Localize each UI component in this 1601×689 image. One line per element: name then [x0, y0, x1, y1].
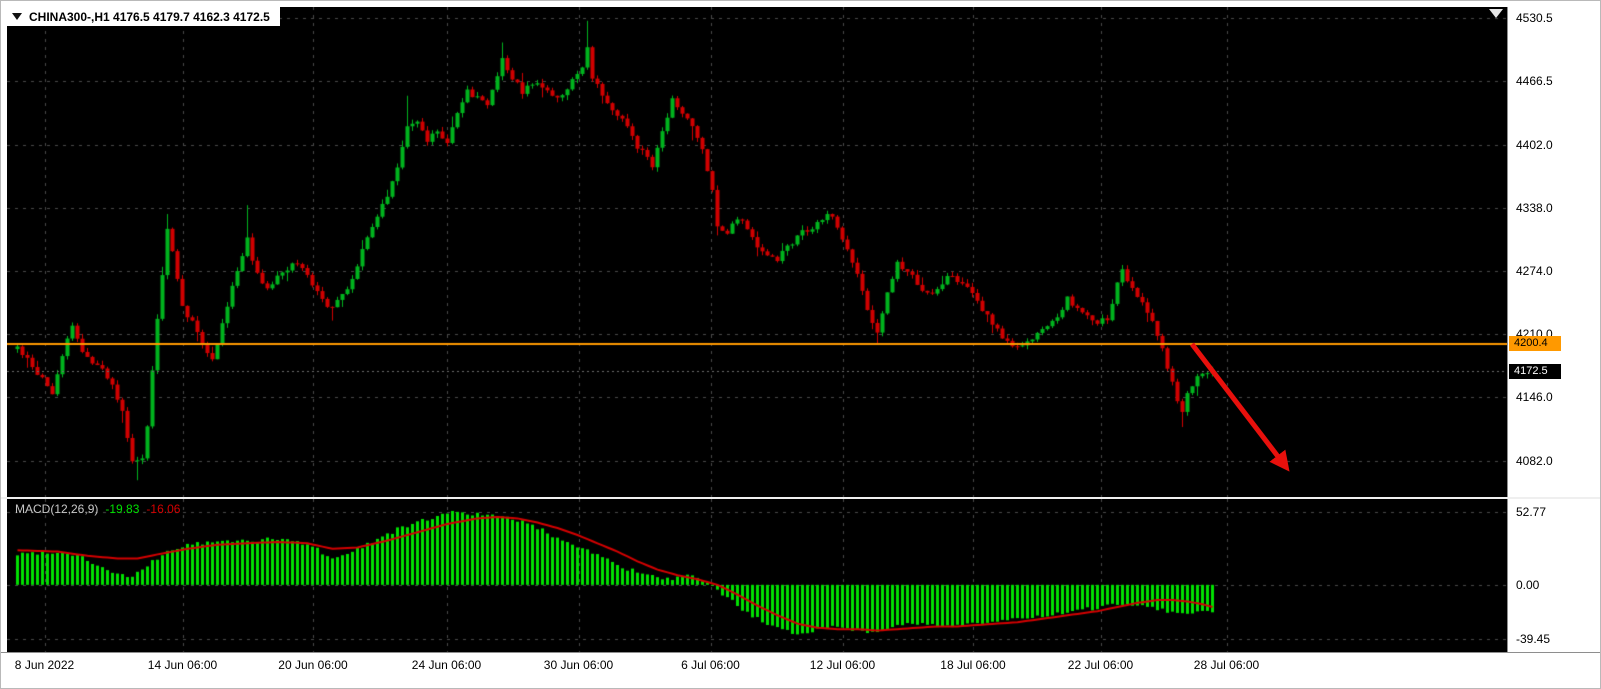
- price-axis-tick: 4530.5: [1516, 11, 1553, 26]
- hline-price-badge: 4200.4: [1509, 335, 1561, 351]
- macd-indicator-pane[interactable]: [7, 499, 1507, 652]
- time-axis-tick: 6 Jul 06:00: [681, 658, 740, 672]
- time-axis-tick: 28 Jul 06:00: [1193, 658, 1260, 672]
- one-click-trading-expand-icon[interactable]: [12, 13, 22, 20]
- price-axis-tick: 4082.0: [1516, 453, 1553, 468]
- macd-signal-value: -16.06: [146, 502, 181, 516]
- time-axis[interactable]: 8 Jun 2022 14 Jun 06:00 20 Jun 06:00 24 Jun…: [1, 652, 1600, 683]
- time-axis-tick: 24 Jun 06:00: [411, 658, 482, 672]
- price-axis-tick: 4146.0: [1516, 390, 1553, 405]
- macd-name-label: MACD(12,26,9): [15, 502, 99, 516]
- current-price-badge: 4172.5: [1509, 364, 1561, 380]
- price-axis-tick: 4402.0: [1516, 138, 1553, 153]
- time-axis-tick: 12 Jul 06:00: [809, 658, 876, 672]
- macd-main-value: -19.83: [105, 502, 140, 516]
- scroll-to-end-icon[interactable]: [1489, 9, 1503, 18]
- price-axis-tick: 4274.0: [1516, 264, 1553, 279]
- symbol-info-box: CHINA300-,H1 4176.5 4179.7 4162.3 4172.5: [7, 7, 280, 26]
- time-axis-tick: 8 Jun 2022: [14, 658, 75, 672]
- time-axis-tick: 20 Jun 06:00: [278, 658, 348, 672]
- pane-separator[interactable]: [1, 497, 1600, 499]
- time-axis-tick: 22 Jul 06:00: [1067, 658, 1134, 672]
- time-axis-tick: 14 Jun 06:00: [147, 658, 218, 672]
- macd-canvas[interactable]: [7, 499, 1507, 652]
- price-chart-canvas[interactable]: [7, 7, 1507, 497]
- macd-axis-tick: 52.77: [1516, 504, 1547, 519]
- macd-axis-tick: 0.00: [1516, 577, 1540, 592]
- macd-indicator-label: MACD(12,26,9) -19.83 -16.06: [15, 502, 180, 516]
- price-axis-tick: 4338.0: [1516, 201, 1553, 216]
- price-axis-tick: 4466.5: [1516, 74, 1553, 89]
- time-axis-tick: 30 Jun 06:00: [543, 658, 614, 672]
- time-axis-tick: 18 Jul 06:00: [940, 658, 1006, 672]
- price-axis[interactable]: 4200.4 4172.5 4530.5 4466.5 4402.0 4338.0 42…: [1507, 7, 1600, 652]
- main-chart-pane[interactable]: [7, 7, 1507, 497]
- symbol-ohlc-text: CHINA300-,H1 4176.5 4179.7 4162.3 4172.5: [29, 9, 270, 24]
- macd-axis-tick: -39.45: [1516, 632, 1551, 647]
